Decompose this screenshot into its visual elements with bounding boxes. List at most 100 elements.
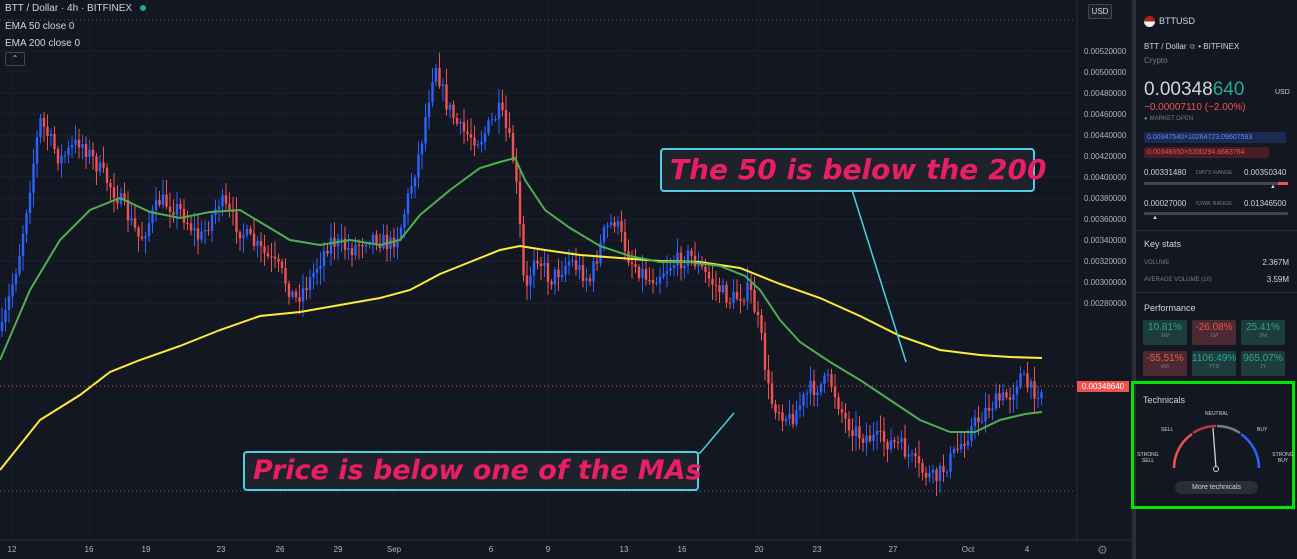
candle-body — [833, 386, 837, 398]
currency-button[interactable]: USD — [1088, 4, 1112, 19]
candle-body — [1008, 397, 1012, 400]
candle-body — [207, 229, 210, 232]
callout-bottom[interactable]: Price is below one of the MAs — [243, 451, 702, 491]
symbol-header[interactable]: BTTUSD — [1144, 16, 1195, 28]
candle-body — [1005, 392, 1008, 398]
candle-body — [742, 300, 746, 302]
avg-volume-label: AVERAGE VOLUME (10) — [1144, 277, 1212, 283]
candle-body — [928, 472, 931, 478]
candle-body — [753, 289, 756, 312]
more-technicals-button[interactable]: More technicals — [1175, 481, 1258, 494]
candle-body — [812, 381, 816, 396]
collapse-legend-button[interactable]: ⌃ — [5, 52, 25, 66]
candle-body — [140, 236, 144, 239]
price-chart[interactable]: 0.00520000 0.00500000 0.00480000 0.00460000… — [0, 0, 1132, 559]
candle-body — [182, 208, 186, 223]
candle-body — [805, 393, 809, 395]
candle-body — [623, 231, 627, 252]
candle-body — [273, 256, 277, 259]
chevron-up-icon: ⌃ — [11, 54, 19, 63]
days-range-marker-icon: ▲ — [1270, 184, 1276, 190]
candle-body — [25, 213, 28, 234]
candle-body — [788, 413, 791, 419]
candle-body — [882, 431, 886, 442]
candle-body — [410, 186, 413, 194]
gauge-label-strong-buy: STRONG BUY — [1272, 452, 1294, 464]
candle-body — [998, 393, 1001, 401]
candle-body — [259, 240, 263, 247]
candle-body — [784, 418, 788, 422]
candle-body — [315, 268, 319, 273]
perf-1w[interactable]: 10.81% 1W — [1143, 320, 1187, 345]
candle-body — [935, 469, 938, 481]
candle-body — [823, 375, 826, 384]
candle-body — [501, 102, 504, 111]
candle-body — [858, 426, 861, 439]
candle-body — [343, 238, 347, 250]
price-axis-label: 0.00420000 — [1084, 152, 1127, 161]
candle-body — [588, 278, 592, 282]
days-range-bar — [1144, 182, 1288, 185]
candle-body — [98, 162, 102, 172]
candle-body — [697, 262, 700, 267]
volume-value: 2.367M — [1262, 258, 1289, 267]
perf-ytd[interactable]: 1106.49% YTD — [1192, 351, 1236, 376]
candle-body — [851, 430, 854, 437]
candle-body — [914, 453, 917, 457]
candle-body — [42, 117, 46, 127]
panel-divider[interactable] — [1132, 0, 1136, 559]
candle-body — [49, 134, 53, 137]
last-price: 0.00348640 — [1144, 79, 1245, 100]
candle-body — [497, 102, 501, 120]
candle-body — [686, 250, 690, 266]
candle-body — [452, 104, 455, 119]
perf-1y[interactable]: 965.07% 1Y — [1241, 351, 1285, 376]
candle-body — [592, 261, 595, 282]
gauge-sell-arc — [1192, 424, 1217, 435]
candle-body — [91, 149, 95, 157]
candle-body — [959, 443, 963, 449]
candle-body — [224, 195, 228, 204]
candle-body — [434, 67, 438, 83]
candle-body — [564, 265, 567, 275]
legend-ema-50[interactable]: EMA 50 close 0 — [5, 21, 75, 32]
chart-area[interactable]: 0.00520000 0.00500000 0.00480000 0.00460000… — [0, 0, 1132, 559]
candle-body — [508, 128, 511, 133]
candle-body — [620, 221, 623, 232]
candle-body — [63, 155, 67, 157]
candle-body — [889, 440, 893, 450]
candle-body — [46, 126, 49, 137]
candle-body — [189, 223, 193, 231]
perf-1m[interactable]: -26.08% 1M — [1192, 320, 1236, 345]
candle-body — [266, 253, 270, 257]
callout-top[interactable]: The 50 is below the 200 — [660, 148, 1046, 192]
candle-body — [32, 163, 35, 193]
candle-body — [991, 408, 994, 411]
external-link-icon[interactable]: ⧉ — [1189, 42, 1196, 51]
legend-ema-200[interactable]: EMA 200 close 0 — [5, 38, 81, 49]
candle-body — [802, 394, 805, 406]
candle-body — [88, 149, 91, 157]
candle-body — [956, 448, 959, 450]
candle-body — [767, 369, 770, 384]
perf-6m[interactable]: -55.51% 6M — [1143, 351, 1187, 376]
candle-body — [179, 203, 182, 209]
candle-body — [798, 405, 802, 410]
candle-body — [308, 277, 312, 291]
perf-3m[interactable]: 25.41% 3M — [1241, 320, 1285, 345]
candle-body — [490, 119, 494, 121]
candle-body — [109, 182, 112, 188]
candle-body — [424, 117, 427, 144]
candle-body — [168, 206, 172, 212]
symbol-category: Crypto — [1144, 56, 1168, 65]
candle-body — [1012, 394, 1015, 400]
candle-body — [466, 131, 469, 134]
candle-body — [938, 465, 942, 481]
settings-gear-icon[interactable]: ⚙ — [1097, 543, 1108, 557]
candle-body — [4, 310, 7, 323]
candle-body — [924, 472, 928, 478]
candle-body — [441, 84, 445, 87]
candle-body — [679, 252, 683, 269]
candle-body — [1029, 381, 1033, 388]
wk52-range-high: 0.01346500 — [1244, 199, 1287, 208]
